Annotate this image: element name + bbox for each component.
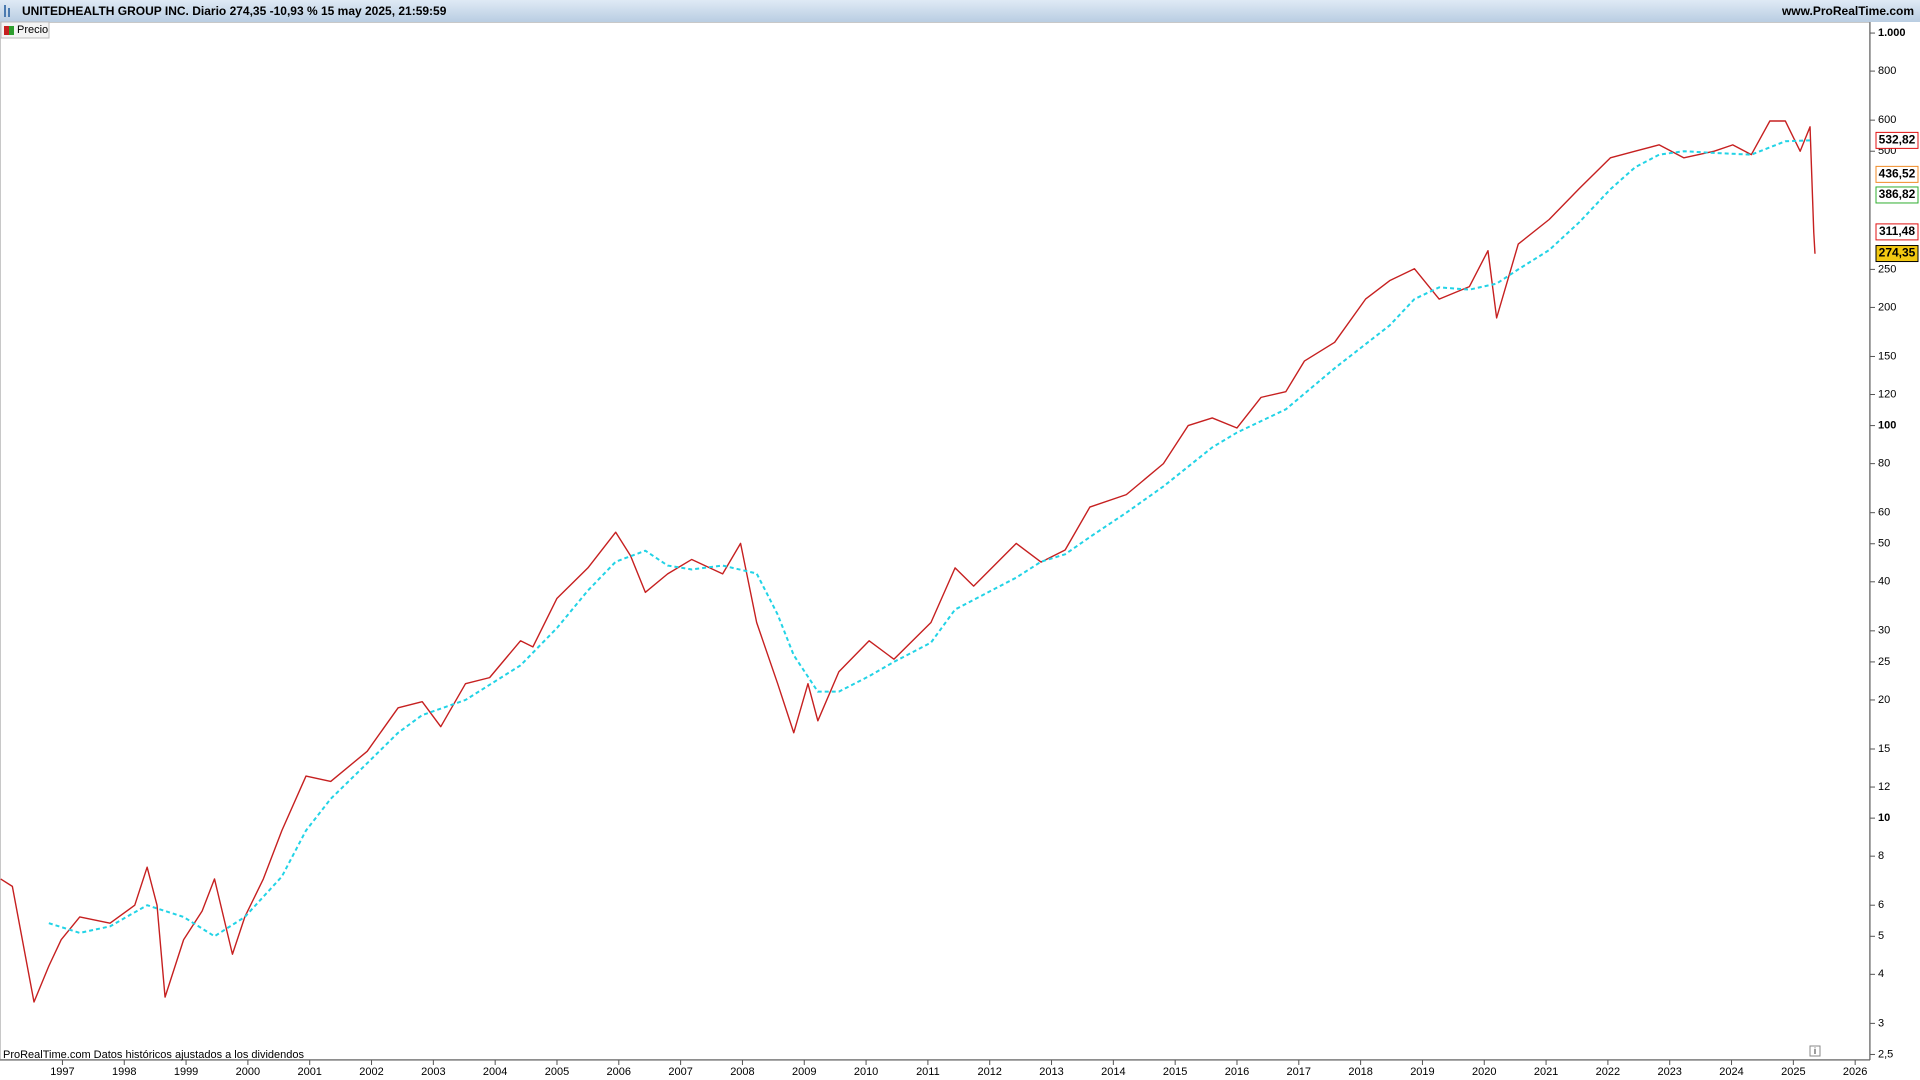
price-label: 274,35: [1879, 246, 1916, 260]
x-tick-label: 2007: [668, 1066, 692, 1078]
price-label-box: [1875, 165, 1919, 183]
x-tick-label: 2013: [1039, 1066, 1063, 1078]
y-tick-label: 60: [1878, 507, 1890, 519]
x-tick-label: 2023: [1657, 1066, 1681, 1078]
price-label-box: [1875, 131, 1919, 149]
legend-entry: Precio: [0, 21, 50, 39]
y-tick-label: 25: [1878, 656, 1890, 668]
y-tick-label: 40: [1878, 576, 1890, 588]
header-icon: [8, 8, 10, 17]
x-tick-label: 2009: [792, 1066, 816, 1078]
price-label: 532,82: [1879, 133, 1916, 147]
x-tick-label: 2006: [607, 1066, 631, 1078]
price-label-box: [1875, 186, 1919, 204]
price-label: 386,82: [1879, 187, 1916, 201]
y-tick-label: 250: [1878, 263, 1896, 275]
x-tick-label: 2015: [1163, 1066, 1187, 1078]
legend-swatch: [9, 26, 14, 35]
price-label: 436,52: [1879, 167, 1916, 181]
y-tick-label: 8: [1878, 850, 1884, 862]
y-tick-label: 20: [1878, 694, 1890, 706]
y-tick-label: 80: [1878, 458, 1890, 470]
x-tick-label: 2014: [1101, 1066, 1125, 1078]
y-tick-label: 150: [1878, 350, 1896, 362]
y-tick-label: 200: [1878, 301, 1896, 313]
y-tick-label: 1.000: [1878, 27, 1906, 39]
price-line: [0, 120, 1816, 1003]
y-tick-label: 5: [1878, 930, 1884, 942]
price-label: 311,48: [1879, 224, 1915, 238]
info-icon-text: i: [1814, 1046, 1816, 1056]
x-tick-label: 1997: [50, 1066, 74, 1078]
x-tick-label: 2016: [1225, 1066, 1249, 1078]
x-tick-label: 2002: [359, 1066, 383, 1078]
x-tick-label: 2026: [1843, 1066, 1867, 1078]
header-bar: [0, 0, 1920, 22]
source-link[interactable]: www.ProRealTime.com: [1781, 4, 1914, 18]
y-tick-label: 50: [1878, 538, 1890, 550]
x-tick-label: 2025: [1781, 1066, 1805, 1078]
chart-title: UNITEDHEALTH GROUP INC. Diario 274,35 -1…: [22, 4, 447, 18]
x-tick-label: 2008: [730, 1066, 754, 1078]
legend-label: Precio: [17, 24, 48, 36]
x-tick-label: 1998: [112, 1066, 136, 1078]
x-tick-label: 2005: [545, 1066, 569, 1078]
y-tick-label: 100: [1878, 419, 1896, 431]
x-tick-label: 1999: [174, 1066, 198, 1078]
price-label-box: [1875, 245, 1919, 263]
legend-swatch: [4, 26, 9, 35]
y-tick-label: 15: [1878, 743, 1890, 755]
x-tick-label: 2000: [236, 1066, 260, 1078]
x-tick-label: 2022: [1596, 1066, 1620, 1078]
x-tick-label: 2003: [421, 1066, 445, 1078]
footer-note: ProRealTime.com Datos históricos ajustad…: [3, 1049, 305, 1061]
y-tick-label: 10: [1878, 812, 1890, 824]
y-tick-label: 30: [1878, 625, 1890, 637]
y-tick-label: 3: [1878, 1017, 1884, 1029]
x-tick-label: 2004: [483, 1066, 507, 1078]
x-tick-label: 2024: [1719, 1066, 1743, 1078]
x-tick-label: 2010: [854, 1066, 878, 1078]
x-tick-label: 2019: [1410, 1066, 1434, 1078]
y-tick-label: 12: [1878, 781, 1890, 793]
y-tick-label: 600: [1878, 114, 1896, 126]
x-tick-label: 2011: [916, 1066, 940, 1078]
x-tick-label: 2001: [297, 1066, 321, 1078]
x-tick-label: 2018: [1348, 1066, 1372, 1078]
price-label-box: [1875, 223, 1919, 241]
x-tick-label: 2017: [1287, 1066, 1311, 1078]
y-tick-label: 4: [1878, 968, 1884, 980]
x-tick-label: 2020: [1472, 1066, 1496, 1078]
y-tick-label: 2,5: [1878, 1048, 1893, 1060]
x-tick-label: 2021: [1534, 1066, 1558, 1078]
y-tick-label: 800: [1878, 65, 1896, 77]
info-icon[interactable]: [1809, 1045, 1821, 1057]
y-tick-label: 120: [1878, 388, 1896, 400]
x-tick-label: 2012: [977, 1066, 1001, 1078]
moving-average: [48, 139, 1811, 938]
y-tick-label: 6: [1878, 899, 1884, 911]
header-icon: [4, 5, 6, 17]
